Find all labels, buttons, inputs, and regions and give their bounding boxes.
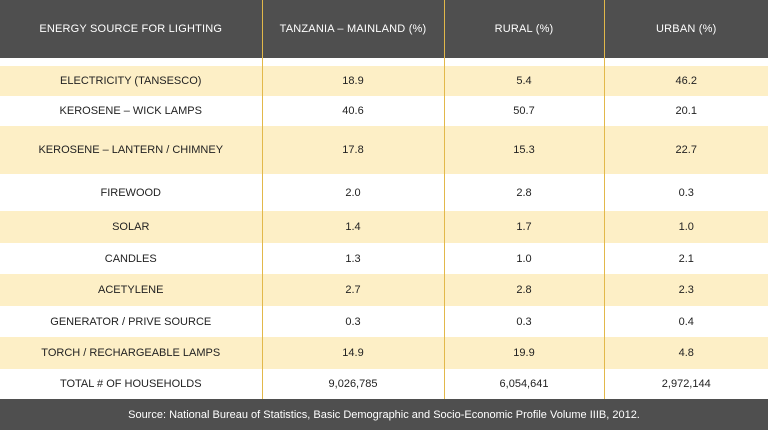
cell-urban: 1.0 [603, 211, 768, 243]
cell-urban: 46.2 [603, 66, 768, 96]
table-row: ELECTRICITY (TANSESCO) 18.9 5.4 46.2 [0, 66, 768, 96]
cell-urban: 2,972,144 [603, 369, 768, 399]
cell-mainland: 14.9 [261, 337, 444, 369]
table-header-row: ENERGY SOURCE FOR LIGHTING TANZANIA – MA… [0, 0, 768, 58]
spacer-row [0, 58, 768, 66]
cell-rural: 50.7 [443, 96, 604, 126]
row-label: CANDLES [0, 243, 262, 274]
table-row: KEROSENE – WICK LAMPS 40.6 50.7 20.1 [0, 96, 768, 126]
cell-urban: 2.1 [603, 243, 768, 274]
cell-rural: 0.3 [443, 306, 604, 337]
header-urban: URBAN (%) [603, 0, 768, 58]
table-row: CANDLES 1.3 1.0 2.1 [0, 243, 768, 274]
table-row: KEROSENE – LANTERN / CHIMNEY 17.8 15.3 2… [0, 126, 768, 174]
source-note: Source: National Bureau of Statistics, B… [128, 408, 640, 421]
cell-mainland: 1.3 [261, 243, 444, 274]
row-label: TORCH / RECHARGEABLE LAMPS [0, 337, 262, 369]
energy-source-table: ENERGY SOURCE FOR LIGHTING TANZANIA – MA… [0, 0, 768, 399]
cell-mainland: 2.7 [261, 274, 444, 306]
cell-rural: 2.8 [443, 174, 604, 211]
cell-urban: 0.3 [603, 174, 768, 211]
cell-mainland: 2.0 [261, 174, 444, 211]
source-footer: Source: National Bureau of Statistics, B… [0, 399, 768, 430]
row-label: SOLAR [0, 211, 262, 243]
table-row: ACETYLENE 2.7 2.8 2.3 [0, 274, 768, 306]
cell-urban: 0.4 [603, 306, 768, 337]
cell-urban: 4.8 [603, 337, 768, 369]
header-tanzania-mainland: TANZANIA – MAINLAND (%) [261, 0, 444, 58]
table-row: FIREWOOD 2.0 2.8 0.3 [0, 174, 768, 211]
cell-rural: 6,054,641 [443, 369, 604, 399]
cell-mainland: 40.6 [261, 96, 444, 126]
cell-mainland: 17.8 [261, 126, 444, 174]
header-energy-source: ENERGY SOURCE FOR LIGHTING [0, 0, 262, 58]
row-label: KEROSENE – WICK LAMPS [0, 96, 262, 126]
row-label: FIREWOOD [0, 174, 262, 211]
cell-rural: 19.9 [443, 337, 604, 369]
cell-mainland: 0.3 [261, 306, 444, 337]
cell-mainland: 18.9 [261, 66, 444, 96]
row-label: KEROSENE – LANTERN / CHIMNEY [0, 126, 262, 174]
table-row-total: TOTAL # OF HOUSEHOLDS 9,026,785 6,054,64… [0, 369, 768, 399]
row-label: GENERATOR / PRIVE SOURCE [0, 306, 262, 337]
header-rural: RURAL (%) [443, 0, 604, 58]
cell-urban: 20.1 [603, 96, 768, 126]
table-row: TORCH / RECHARGEABLE LAMPS 14.9 19.9 4.8 [0, 337, 768, 369]
cell-urban: 2.3 [603, 274, 768, 306]
cell-rural: 1.0 [443, 243, 604, 274]
cell-rural: 5.4 [443, 66, 604, 96]
row-label: TOTAL # OF HOUSEHOLDS [0, 369, 262, 399]
table-row: SOLAR 1.4 1.7 1.0 [0, 211, 768, 243]
table-row: GENERATOR / PRIVE SOURCE 0.3 0.3 0.4 [0, 306, 768, 337]
cell-mainland: 1.4 [261, 211, 444, 243]
cell-rural: 2.8 [443, 274, 604, 306]
cell-rural: 1.7 [443, 211, 604, 243]
cell-urban: 22.7 [603, 126, 768, 174]
row-label: ACETYLENE [0, 274, 262, 306]
cell-mainland: 9,026,785 [261, 369, 444, 399]
row-label: ELECTRICITY (TANSESCO) [0, 66, 262, 96]
cell-rural: 15.3 [443, 126, 604, 174]
